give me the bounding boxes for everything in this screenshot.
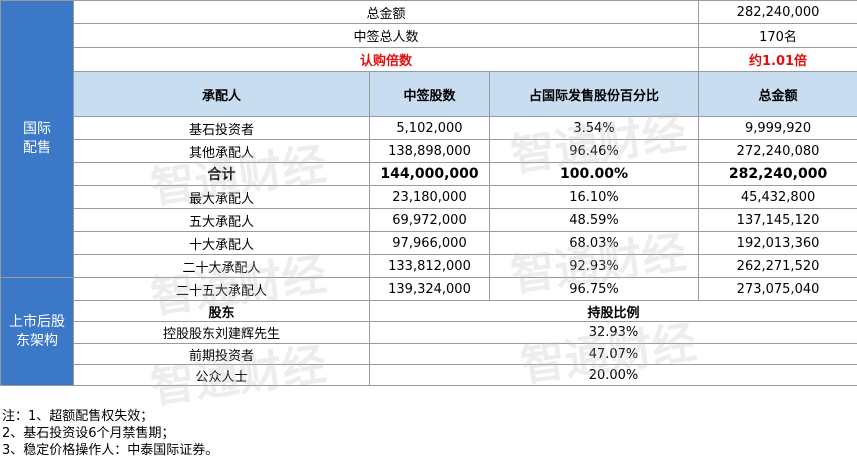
footnote-line: 3、稳定价格操作人：中泰国际证券。 [2,443,219,458]
shares-value: 5,102,000 [369,116,490,140]
footnote-line: 注：1、超额配售权失效； [2,409,154,424]
amount-value: 192,013,360 [698,231,857,255]
footnotes: 注：1、超额配售权失效； 2、基石投资设6个月禁售期； 3、稳定价格操作人：中泰… [2,408,218,459]
amount-value: 272,240,080 [698,139,857,163]
percentage-value: 16.10% [488,185,700,209]
table-row: 公众人士 20.00% [1,364,857,386]
table-row: 上市后股 东架构 二十五大承配人 139,324,000 96.75% 273,… [0,277,857,386]
shareholder-header-row: 股东 持股比例 [1,300,857,322]
shares-value: 97,966,000 [369,231,490,255]
header-holding-ratio: 持股比例 [368,300,857,322]
subscription-multiple-value: 约1.01倍 [698,47,857,72]
percentage-value: 3.54% [488,116,700,140]
footnote-line: 2、基石投资设6个月禁售期； [2,426,175,441]
successful-applicants-value: 170名 [698,23,857,48]
placee-name: 其他承配人 [73,139,370,163]
placee-name: 十大承配人 [73,231,370,255]
percentage-value: 100.00% [488,162,700,186]
ipo-allotment-table: 国际 配售 总金额 282,240,000 中签总人数 170名 认购倍数 约1… [0,0,857,386]
table-row: 五大承配人 69,972,000 48.59% 137,145,120 [1,208,857,232]
placee-name: 二十大承配人 [73,254,370,278]
placee-name: 五大承配人 [73,208,370,232]
percentage-value: 48.59% [488,208,700,232]
holding-ratio: 20.00% [368,364,857,386]
subscription-multiple-label: 认购倍数 [72,47,700,72]
international-header-row: 承配人 中签股数 占国际发售股份百分比 总金额 [1,71,857,117]
international-placing-side-label: 国际 配售 [0,0,74,278]
amount-value: 262,271,520 [698,254,857,278]
amount-value: 137,145,120 [698,208,857,232]
shares-value: 138,898,000 [369,139,490,163]
shares-value: 133,812,000 [369,254,490,278]
total-amount-value: 282,240,000 [698,0,857,24]
side-label-line-1: 上市后股 [9,313,65,330]
holding-ratio: 47.07% [368,343,857,365]
amount-value: 45,432,800 [698,185,857,209]
percentage-value: 96.46% [488,139,700,163]
successful-applicants-row: 中签总人数 170名 [1,23,857,48]
amount-value: 273,075,040 [698,277,857,301]
header-amount: 总金额 [698,71,857,117]
header-shares: 中签股数 [369,71,490,117]
side-label-line-1: 国际 [23,121,51,137]
shares-value: 139,324,000 [369,277,490,301]
header-placee: 承配人 [73,71,370,117]
placee-name: 二十五大承配人 [73,277,370,301]
table-row: 十大承配人 97,966,000 68.03% 192,013,360 [1,231,857,255]
shares-value: 69,972,000 [369,208,490,232]
total-amount-label: 总金额 [72,0,700,24]
successful-applicants-label: 中签总人数 [72,23,700,48]
table-row: 控股股东刘建辉先生 32.93% [1,321,857,344]
table-row: 前期投资者 47.07% [1,343,857,365]
post-listing-structure-side-label: 上市后股 东架构 [0,277,74,386]
subscription-multiple-row: 认购倍数 约1.01倍 [1,47,857,72]
shareholder-name: 控股股东刘建辉先生 [73,321,370,344]
placee-name: 合计 [73,162,370,186]
placee-name: 基石投资者 [73,116,370,140]
amount-value: 9,999,920 [698,116,857,140]
header-percentage: 占国际发售股份百分比 [488,71,700,117]
shareholder-name: 前期投资者 [73,343,370,365]
table-row: 二十大承配人 133,812,000 92.93% 262,271,520 [1,254,857,278]
shares-value: 144,000,000 [369,162,490,186]
shares-value: 23,180,000 [369,185,490,209]
header-shareholder: 股东 [73,300,370,322]
placee-name: 最大承配人 [73,185,370,209]
percentage-value: 92.93% [488,254,700,278]
total-amount-row: 国际 配售 总金额 282,240,000 [0,0,857,278]
percentage-value: 96.75% [488,277,700,301]
table-row: 基石投资者 5,102,000 3.54% 9,999,920 [1,116,857,140]
percentage-value: 68.03% [488,231,700,255]
holding-ratio: 32.93% [368,321,857,344]
side-label-line-2: 配售 [23,140,51,156]
amount-value: 282,240,000 [698,162,857,186]
side-label-line-2: 东架构 [16,332,58,349]
table-row: 最大承配人 23,180,000 16.10% 45,432,800 [1,185,857,209]
total-row: 合计 144,000,000 100.00% 282,240,000 [1,162,857,186]
shareholder-name: 公众人士 [73,364,370,386]
table-row: 其他承配人 138,898,000 96.46% 272,240,080 [1,139,857,163]
